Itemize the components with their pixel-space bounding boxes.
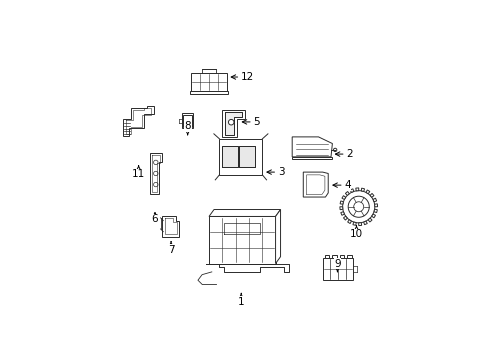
Text: 2: 2: [335, 149, 352, 159]
Polygon shape: [150, 153, 162, 194]
Text: 11: 11: [132, 166, 145, 179]
Text: 9: 9: [333, 258, 340, 272]
Text: 4: 4: [332, 180, 350, 190]
Polygon shape: [324, 255, 328, 258]
Polygon shape: [349, 189, 353, 193]
Polygon shape: [222, 110, 244, 138]
Polygon shape: [345, 192, 348, 195]
Circle shape: [153, 183, 158, 187]
Polygon shape: [341, 196, 345, 199]
Polygon shape: [162, 216, 179, 237]
Polygon shape: [343, 216, 346, 220]
Polygon shape: [123, 105, 153, 136]
Circle shape: [347, 196, 368, 217]
Text: 12: 12: [231, 72, 254, 82]
Polygon shape: [275, 210, 280, 264]
Circle shape: [153, 171, 158, 176]
Polygon shape: [189, 91, 228, 94]
Polygon shape: [366, 190, 369, 194]
Polygon shape: [339, 207, 342, 210]
Circle shape: [342, 191, 374, 223]
Circle shape: [228, 120, 233, 125]
Polygon shape: [363, 221, 366, 225]
Polygon shape: [208, 216, 275, 264]
Polygon shape: [224, 112, 241, 135]
Text: 1: 1: [237, 293, 244, 307]
Polygon shape: [181, 113, 193, 129]
Polygon shape: [303, 172, 327, 197]
Polygon shape: [355, 188, 358, 191]
Polygon shape: [371, 214, 375, 218]
Polygon shape: [183, 116, 191, 127]
Polygon shape: [191, 73, 226, 91]
Polygon shape: [239, 146, 254, 167]
Circle shape: [353, 202, 363, 212]
Polygon shape: [322, 258, 352, 280]
Text: 5: 5: [242, 117, 260, 127]
Polygon shape: [219, 139, 262, 175]
Polygon shape: [340, 201, 343, 204]
Polygon shape: [339, 255, 344, 258]
Text: 3: 3: [266, 167, 284, 177]
Polygon shape: [222, 146, 237, 167]
Polygon shape: [347, 220, 351, 224]
Polygon shape: [372, 198, 376, 202]
Polygon shape: [347, 255, 351, 258]
Polygon shape: [367, 218, 371, 222]
Polygon shape: [331, 255, 336, 258]
Polygon shape: [291, 157, 331, 159]
Text: 7: 7: [167, 242, 174, 255]
Polygon shape: [352, 222, 355, 225]
Polygon shape: [369, 193, 373, 197]
Polygon shape: [208, 210, 280, 216]
Polygon shape: [340, 212, 344, 215]
Text: 6: 6: [151, 212, 158, 224]
Polygon shape: [292, 137, 332, 157]
Polygon shape: [373, 209, 377, 212]
Circle shape: [333, 148, 336, 152]
Text: 8: 8: [184, 121, 191, 135]
Polygon shape: [374, 204, 377, 207]
Polygon shape: [358, 222, 361, 226]
Polygon shape: [361, 188, 364, 192]
Text: 10: 10: [349, 226, 362, 239]
Circle shape: [153, 160, 158, 165]
